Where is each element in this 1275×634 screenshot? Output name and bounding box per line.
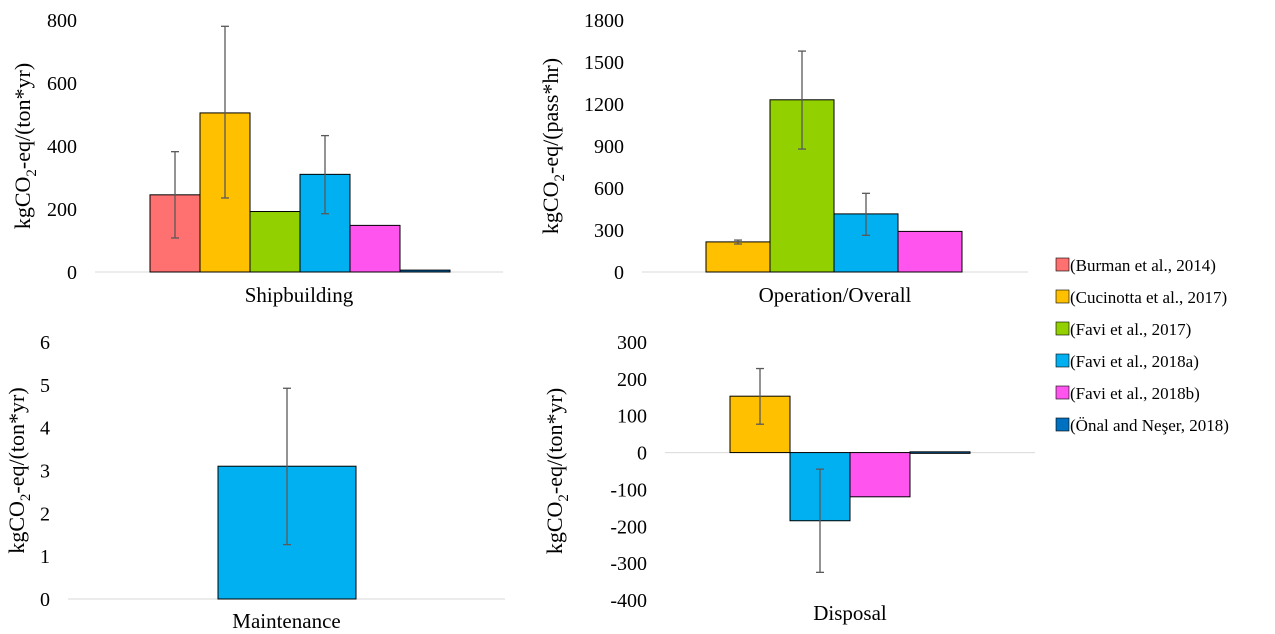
chart-panel-operation-overall: 0 300 600 900 1200 1500 1800 Operation/Overall k… [538,10,1028,307]
legend-label: (Önal and Neşer, 2018) [1070,416,1229,435]
legend-swatch [1055,353,1070,368]
legend-swatch [1055,321,1070,336]
y-tick-label: -400 [610,590,647,612]
y-tick-label: 800 [47,10,77,32]
category-label: Operation/Overall [759,283,912,307]
error-bar-cucinotta [756,367,764,425]
y-tick-label: 1200 [584,94,624,116]
legend-label: (Favi et al., 2017) [1070,320,1191,339]
y-tick-label: 1500 [584,52,624,74]
y-axis-label: kgCO2-eq/(ton*yr) [542,388,572,554]
y-tick-label: 2 [40,503,50,525]
chart-panel-shipbuilding: 0 200 400 600 800 Shipbuilding kgCO2-eq/(ton*y… [10,10,503,307]
y-tick-label: 1800 [584,10,624,32]
y-tick-label: -300 [610,553,647,575]
y-tick-label: 5 [40,375,50,397]
legend-item: (Favi et al., 2017) [1055,320,1191,339]
y-tick-label: 6 [40,332,50,354]
category-label: Maintenance [232,609,340,633]
y-tick-label: 300 [617,332,647,354]
y-tick-label: 600 [47,73,77,95]
error-bar-favi2018a [283,387,291,546]
y-tick-label: 0 [614,262,624,284]
chart-panel-maintenance: 0 1 2 3 4 5 6 Maintenance kgCO2-eq/(ton*yr) [4,332,505,633]
error-bar-cucinotta [734,239,742,245]
y-tick-label: 300 [594,220,624,242]
y-tick-label: 0 [40,589,50,611]
y-tick-label: 3 [40,461,50,483]
error-bar-cucinotta [221,25,229,199]
error-bar-favi2018a [862,192,870,236]
y-tick-label: 0 [637,443,647,465]
error-bar-burman [171,151,179,239]
y-tick-label: 4 [40,418,50,440]
bar-onal [909,451,971,454]
legend-item: (Favi et al., 2018a) [1055,352,1199,371]
legend-item: (Burman et al., 2014) [1055,256,1216,275]
category-label: Shipbuilding [245,283,354,307]
y-axis-label: kgCO2-eq/(ton*yr) [10,63,40,229]
y-axis-label: kgCO2-eq/(pass*hr) [538,58,568,234]
legend-item: (Önal and Neşer, 2018) [1055,416,1229,435]
category-label: Disposal [813,601,887,625]
y-tick-label: 0 [67,262,77,284]
legend-swatch [1055,417,1070,432]
bar-favi2018b [849,452,911,498]
bar-favi2018b [349,224,401,273]
legend-swatch [1055,289,1070,304]
y-axis-label: kgCO2-eq/(ton*yr) [4,387,34,553]
y-tick-label: -100 [610,479,647,501]
legend-swatch [1055,385,1070,400]
legend-label: (Burman et al., 2014) [1070,256,1216,275]
legend-swatch [1055,257,1070,272]
y-tick-label: 1 [40,546,50,568]
bar-favi2018b [897,230,963,273]
bar-favi2017 [249,211,301,273]
y-tick-label: 200 [47,199,77,221]
error-bar-favi2018a [816,468,824,574]
bar-cucinotta [705,241,771,273]
legend-label: (Favi et al., 2018b) [1070,384,1200,403]
y-tick-label: 200 [617,369,647,391]
y-tick-label: 100 [617,406,647,428]
chart-panel-disposal: -400 -300 -200 -100 0 100 200 300 Disposal kgCO2-… [542,332,1035,625]
error-bar-favi2017 [798,50,806,150]
legend-label: (Cucinotta et al., 2017) [1070,288,1227,307]
legend-item: (Favi et al., 2018b) [1055,384,1200,403]
legend-label: (Favi et al., 2018a) [1070,352,1199,371]
y-tick-label: 400 [47,136,77,158]
y-tick-label: 600 [594,178,624,200]
bar-onal [399,269,451,273]
legend: (Burman et al., 2014) (Cucinotta et al., … [1055,256,1229,435]
legend-item: (Cucinotta et al., 2017) [1055,288,1227,307]
error-bar-favi2018a [321,134,329,215]
y-tick-label: -200 [610,516,647,538]
y-tick-label: 900 [594,136,624,158]
